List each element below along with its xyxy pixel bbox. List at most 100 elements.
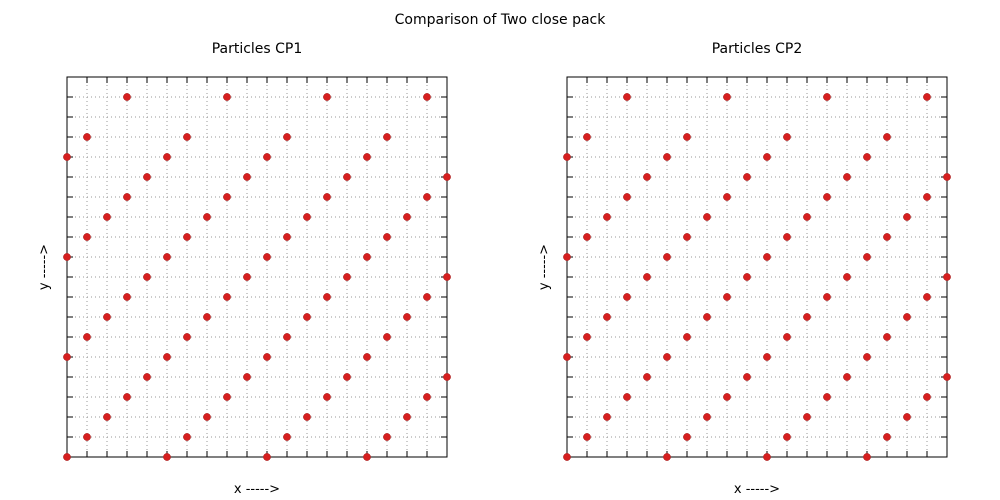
data-point-cp2	[843, 173, 851, 181]
data-point-cp1	[403, 313, 411, 321]
data-point-cp1	[263, 253, 271, 261]
y-axis-label-cp1: y ----->	[37, 244, 52, 290]
data-point-cp2	[763, 153, 771, 161]
x-axis-label-cp2: x ----->	[734, 482, 780, 497]
data-point-cp2	[783, 333, 791, 341]
data-point-cp2	[783, 233, 791, 241]
data-point-cp2	[683, 233, 691, 241]
data-point-cp1	[183, 133, 191, 141]
data-point-cp1	[423, 293, 431, 301]
data-point-cp1	[243, 273, 251, 281]
data-point-cp1	[163, 453, 171, 461]
data-point-cp2	[903, 313, 911, 321]
data-point-cp1	[343, 373, 351, 381]
data-point-cp2	[943, 273, 951, 281]
data-point-cp1	[303, 413, 311, 421]
data-point-cp1	[143, 273, 151, 281]
data-point-cp2	[863, 253, 871, 261]
data-point-cp2	[583, 233, 591, 241]
data-point-cp2	[803, 413, 811, 421]
data-point-cp1	[183, 433, 191, 441]
data-point-cp1	[283, 133, 291, 141]
data-point-cp2	[663, 453, 671, 461]
data-point-cp1	[63, 353, 71, 361]
data-point-cp2	[703, 213, 711, 221]
data-point-cp1	[83, 233, 91, 241]
data-point-cp2	[663, 153, 671, 161]
data-point-cp1	[83, 333, 91, 341]
data-point-cp2	[663, 353, 671, 361]
data-point-cp2	[623, 393, 631, 401]
data-point-cp2	[863, 353, 871, 361]
data-point-cp2	[683, 433, 691, 441]
data-point-cp2	[783, 433, 791, 441]
data-point-cp2	[683, 133, 691, 141]
data-point-cp2	[643, 373, 651, 381]
data-point-cp2	[923, 393, 931, 401]
plot-frame-cp1	[66, 76, 448, 458]
panel-cp1: Particles CP1 x -----> y ----->	[37, 41, 451, 497]
data-point-cp2	[723, 193, 731, 201]
data-point-cp2	[883, 133, 891, 141]
y-axis-label-cp2: y ----->	[537, 244, 552, 290]
data-point-cp2	[663, 253, 671, 261]
data-point-cp1	[323, 93, 331, 101]
data-point-cp2	[823, 193, 831, 201]
data-point-cp1	[283, 233, 291, 241]
data-point-cp2	[723, 93, 731, 101]
data-point-cp1	[123, 293, 131, 301]
data-point-cp1	[203, 313, 211, 321]
data-point-cp2	[823, 93, 831, 101]
data-point-cp2	[563, 153, 571, 161]
data-point-cp1	[363, 153, 371, 161]
figure-title: Comparison of Two close pack	[395, 12, 607, 28]
data-point-cp2	[723, 393, 731, 401]
data-point-cp1	[323, 293, 331, 301]
x-axis-label-cp1: x ----->	[234, 482, 280, 497]
data-point-cp2	[563, 353, 571, 361]
grid-cp2	[567, 77, 947, 457]
data-point-cp2	[843, 273, 851, 281]
data-point-cp2	[883, 233, 891, 241]
grid-cp1	[67, 77, 447, 457]
data-point-cp2	[783, 133, 791, 141]
data-point-cp1	[123, 393, 131, 401]
data-point-cp2	[863, 153, 871, 161]
data-point-cp1	[203, 413, 211, 421]
data-point-cp1	[243, 373, 251, 381]
data-point-cp1	[423, 193, 431, 201]
data-point-cp1	[63, 453, 71, 461]
data-point-cp1	[263, 353, 271, 361]
data-point-cp1	[183, 233, 191, 241]
data-point-cp1	[123, 193, 131, 201]
data-point-cp1	[183, 333, 191, 341]
data-point-cp2	[803, 313, 811, 321]
data-point-cp2	[743, 373, 751, 381]
data-point-cp2	[563, 253, 571, 261]
data-point-cp1	[443, 273, 451, 281]
data-point-cp2	[823, 293, 831, 301]
ticks-cp1	[66, 76, 448, 458]
data-point-cp1	[263, 453, 271, 461]
data-point-cp2	[623, 93, 631, 101]
data-point-cp1	[363, 253, 371, 261]
data-point-cp1	[143, 373, 151, 381]
data-point-cp2	[763, 353, 771, 361]
data-point-cp2	[803, 213, 811, 221]
data-point-cp1	[63, 253, 71, 261]
data-point-cp2	[903, 413, 911, 421]
data-point-cp2	[843, 373, 851, 381]
data-point-cp1	[103, 413, 111, 421]
data-point-cp1	[83, 433, 91, 441]
data-point-cp1	[343, 173, 351, 181]
data-point-cp2	[883, 433, 891, 441]
data-point-cp1	[263, 153, 271, 161]
data-point-cp1	[103, 213, 111, 221]
data-point-cp2	[923, 193, 931, 201]
data-point-cp2	[923, 93, 931, 101]
data-point-cp2	[723, 293, 731, 301]
data-point-cp1	[423, 393, 431, 401]
data-point-cp2	[883, 333, 891, 341]
data-point-cp2	[703, 413, 711, 421]
